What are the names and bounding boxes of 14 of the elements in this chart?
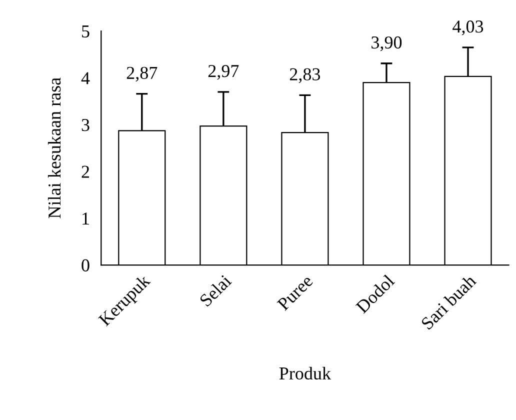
x-axis-title: Produk — [279, 366, 332, 380]
data-label: 2,87 — [126, 66, 158, 82]
y-tick-label: 1 — [82, 212, 89, 224]
x-tick-label: Sari buah — [420, 274, 477, 330]
y-tick-label: 4 — [81, 72, 90, 84]
y-tick-label: 0 — [82, 259, 90, 272]
y-tick-label: 5 — [82, 26, 90, 38]
data-label: 2,83 — [290, 68, 320, 83]
y-tick-label: 3 — [82, 118, 90, 132]
data-label: 3,90 — [372, 36, 402, 52]
y-axis-title: Nilai kesukaan rasa — [48, 78, 61, 218]
data-label: 2,97 — [208, 64, 239, 80]
y-tick-label: 2 — [82, 166, 90, 178]
data-label: 4,03 — [452, 20, 484, 36]
